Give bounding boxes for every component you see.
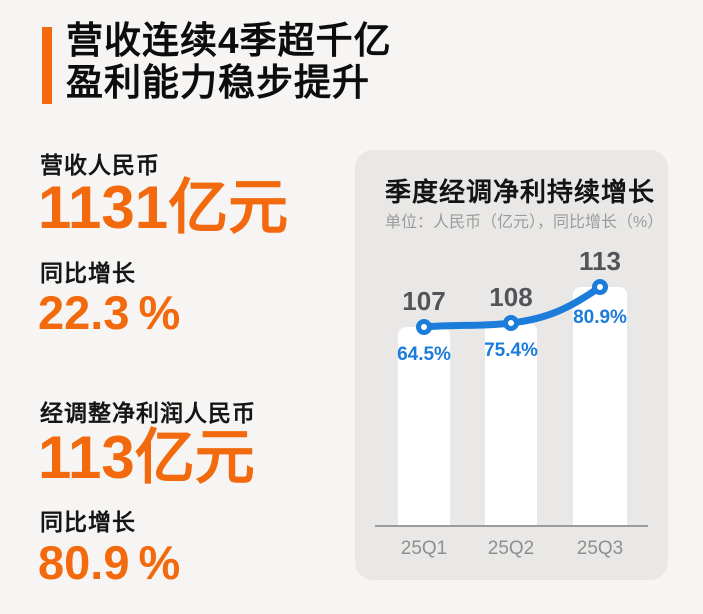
bar-value-label-25q3: 113 [579,246,621,276]
profit-growth-label: 同比增长 [40,509,136,535]
title-accent-bar [42,27,52,104]
profit-growth-value: 80.9% [38,538,180,588]
chart-title: 季度经调净利持续增长 [385,177,656,207]
growth-label-25q1: 64.5% [397,344,451,365]
page-title: 营收连续4季超千亿 盈利能力稳步提升 [66,20,392,104]
revenue-label: 营收人民币 [40,152,160,178]
page-title-line1: 营收连续4季超千亿 [66,20,392,61]
profit-amount: 113 [38,424,135,491]
chart-subtitle: 单位：人民币（亿元），同比增长（%） [385,214,664,231]
chart-card: 季度经调净利持续增长 单位：人民币（亿元），同比增长（%） 107 108 11… [355,150,668,580]
bar-value-label-25q1: 107 [402,286,446,316]
growth-label-25q2: 75.4% [484,340,538,361]
growth-label-25q3: 80.9% [573,307,627,328]
revenue-growth-percent-sign: % [138,286,181,339]
profit-growth-number: 80.9 [38,536,130,589]
page-title-line2: 盈利能力稳步提升 [66,62,370,103]
x-axis-label-25q3: 25Q3 [576,538,624,559]
revenue-amount: 1131 [38,174,169,241]
revenue-value: 1131亿元 [38,176,288,240]
revenue-unit: 亿元 [168,174,289,241]
revenue-growth-value: 22.3% [38,288,180,338]
bar-value-label-25q2: 108 [489,282,533,312]
x-axis-label-25q1: 25Q1 [400,538,448,559]
profit-label: 经调整净利润人民币 [40,400,256,426]
revenue-growth-number: 22.3 [38,286,130,339]
revenue-growth-label: 同比增长 [40,260,136,286]
profit-unit: 亿元 [134,424,255,491]
bar-25q1 [398,327,450,526]
bar-25q2 [485,323,537,526]
x-axis-line [375,525,648,527]
profit-value: 113亿元 [38,426,255,490]
profit-growth-percent-sign: % [138,536,181,589]
x-axis-label-25q2: 25Q2 [487,538,535,559]
